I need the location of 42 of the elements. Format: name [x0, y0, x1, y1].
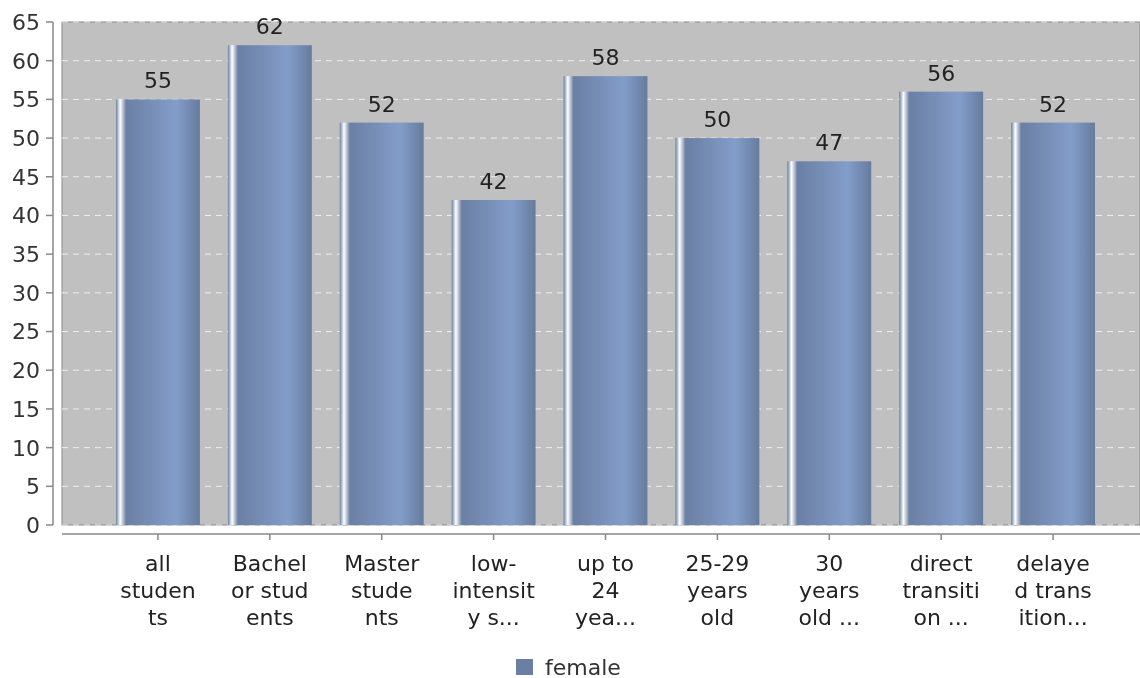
y-tick-label: 55 [12, 87, 40, 113]
bar [227, 45, 312, 525]
data-label: 50 [703, 107, 732, 133]
bar [787, 161, 872, 525]
bar [675, 138, 760, 525]
y-tick-label: 30 [12, 280, 40, 306]
data-label: 55 [143, 68, 172, 94]
x-tick-label: direct transiti on ... [902, 551, 980, 630]
x-tick-label: all studen ts [120, 551, 196, 630]
bar [899, 91, 984, 525]
x-tick-label: Master stude nts [344, 551, 421, 630]
data-label: 56 [927, 60, 956, 86]
y-tick-label: 50 [12, 126, 40, 151]
y-tick-label: 15 [12, 396, 40, 422]
bar [563, 76, 648, 525]
x-tick-label: Bachel or stud ents [231, 551, 309, 630]
y-tick-label: 20 [12, 358, 40, 384]
y-tick-label: 10 [12, 435, 40, 461]
y-tick-label: 0 [26, 512, 40, 538]
y-tick-label: 25 [12, 319, 40, 345]
data-label: 52 [367, 91, 396, 117]
data-label: 58 [591, 45, 620, 71]
y-tick-label: 45 [12, 164, 40, 190]
data-label: 42 [479, 168, 508, 194]
y-tick-label: 35 [12, 242, 40, 268]
x-tick-label: low- intensit y s... [452, 551, 536, 630]
y-tick-label: 65 [12, 9, 40, 35]
bar [1011, 122, 1096, 525]
bar [115, 99, 200, 525]
bar [451, 199, 536, 525]
y-tick-label: 5 [26, 474, 40, 500]
x-tick-label: 30 years old ... [798, 551, 861, 630]
y-tick-label: 60 [12, 48, 40, 74]
bar [339, 122, 424, 525]
legend-label: female [545, 654, 621, 678]
data-label: 52 [1039, 91, 1068, 117]
x-tick-label: 25-29 years old [685, 551, 750, 630]
y-tick-label: 40 [12, 203, 40, 229]
data-label: 62 [255, 14, 284, 40]
x-tick-label: up to 24 yea... [574, 551, 637, 630]
data-label: 47 [815, 130, 844, 156]
x-tick-label: delaye d trans ition... [1014, 551, 1092, 630]
